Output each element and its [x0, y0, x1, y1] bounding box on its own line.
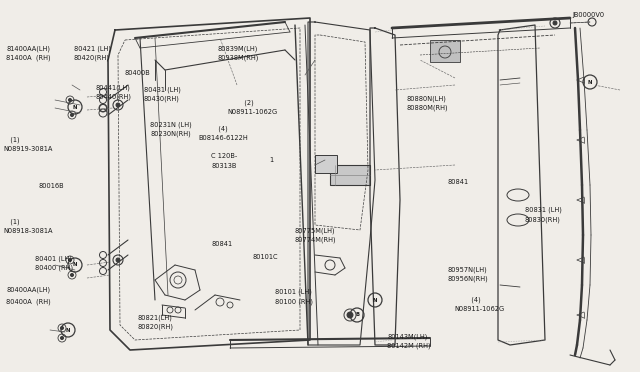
Circle shape: [116, 103, 120, 107]
Text: 80440(RH): 80440(RH): [96, 93, 132, 100]
Text: N08918-3081A: N08918-3081A: [3, 228, 52, 234]
Text: 80401 (LH): 80401 (LH): [35, 255, 72, 262]
Text: C 120B-: C 120B-: [211, 153, 237, 159]
Text: JB0000V0: JB0000V0: [573, 12, 605, 18]
Text: (2): (2): [240, 99, 253, 106]
Circle shape: [553, 21, 557, 25]
Text: 80775M(LH): 80775M(LH): [294, 227, 335, 234]
Text: 80431 (LH): 80431 (LH): [144, 86, 181, 93]
Text: 80143M(LH): 80143M(LH): [387, 333, 428, 340]
Text: 81400AA(LH): 81400AA(LH): [6, 45, 51, 52]
Text: 80841: 80841: [448, 179, 469, 185]
Text: N: N: [588, 80, 592, 84]
Text: 80841: 80841: [211, 241, 232, 247]
Text: N: N: [73, 263, 77, 267]
Text: (4): (4): [467, 296, 481, 303]
Text: 80400B: 80400B: [125, 70, 150, 76]
Text: B: B: [355, 312, 359, 317]
Text: 80101C: 80101C: [253, 254, 278, 260]
Circle shape: [68, 99, 72, 102]
Text: N: N: [66, 327, 70, 333]
Text: N08911-1062G: N08911-1062G: [227, 109, 277, 115]
Text: 80441(LH): 80441(LH): [96, 84, 131, 91]
Text: 80820(RH): 80820(RH): [138, 323, 173, 330]
Text: 80420(RH): 80420(RH): [74, 54, 109, 61]
Text: 80313B: 80313B: [211, 163, 237, 169]
Text: 80400 (RH): 80400 (RH): [35, 264, 74, 271]
Text: 80957N(LH): 80957N(LH): [448, 266, 488, 273]
Text: N08911-1062G: N08911-1062G: [454, 306, 504, 312]
Circle shape: [70, 113, 74, 116]
FancyBboxPatch shape: [430, 40, 460, 62]
Text: 80142M (RH): 80142M (RH): [387, 343, 431, 349]
FancyBboxPatch shape: [330, 165, 370, 185]
Text: 81400A  (RH): 81400A (RH): [6, 54, 51, 61]
Text: 80421 (LH): 80421 (LH): [74, 45, 111, 52]
Text: 80100 (RH): 80100 (RH): [275, 298, 313, 305]
Text: 80230N(RH): 80230N(RH): [150, 131, 191, 137]
Circle shape: [68, 259, 72, 262]
Text: N: N: [372, 298, 377, 302]
Text: 80430(RH): 80430(RH): [144, 95, 180, 102]
Text: B08146-6122H: B08146-6122H: [198, 135, 248, 141]
Circle shape: [347, 312, 353, 318]
Text: 1: 1: [269, 157, 273, 163]
Circle shape: [116, 258, 120, 262]
Text: 80830(RH): 80830(RH): [525, 216, 561, 223]
Text: (1): (1): [6, 218, 20, 225]
Circle shape: [70, 273, 74, 276]
Text: 80938M(RH): 80938M(RH): [218, 54, 259, 61]
Text: 80821(LH): 80821(LH): [138, 314, 172, 321]
Text: 80774M(RH): 80774M(RH): [294, 237, 336, 243]
Text: (4): (4): [214, 125, 228, 132]
Text: N: N: [73, 105, 77, 109]
Text: 80400A  (RH): 80400A (RH): [6, 298, 51, 305]
Text: N08919-3081A: N08919-3081A: [3, 146, 52, 152]
FancyBboxPatch shape: [315, 155, 337, 173]
Text: 80956N(RH): 80956N(RH): [448, 276, 489, 282]
Text: 80831 (LH): 80831 (LH): [525, 207, 562, 214]
Circle shape: [61, 337, 63, 340]
Text: 80231N (LH): 80231N (LH): [150, 121, 192, 128]
Text: (1): (1): [6, 136, 20, 143]
Text: 80880N(LH): 80880N(LH): [406, 95, 446, 102]
Text: 80400AA(LH): 80400AA(LH): [6, 287, 51, 294]
Text: 80880M(RH): 80880M(RH): [406, 105, 448, 111]
Text: 80839M(LH): 80839M(LH): [218, 45, 258, 52]
Circle shape: [61, 327, 63, 330]
Text: 80101 (LH): 80101 (LH): [275, 289, 312, 295]
Text: 80016B: 80016B: [38, 183, 64, 189]
